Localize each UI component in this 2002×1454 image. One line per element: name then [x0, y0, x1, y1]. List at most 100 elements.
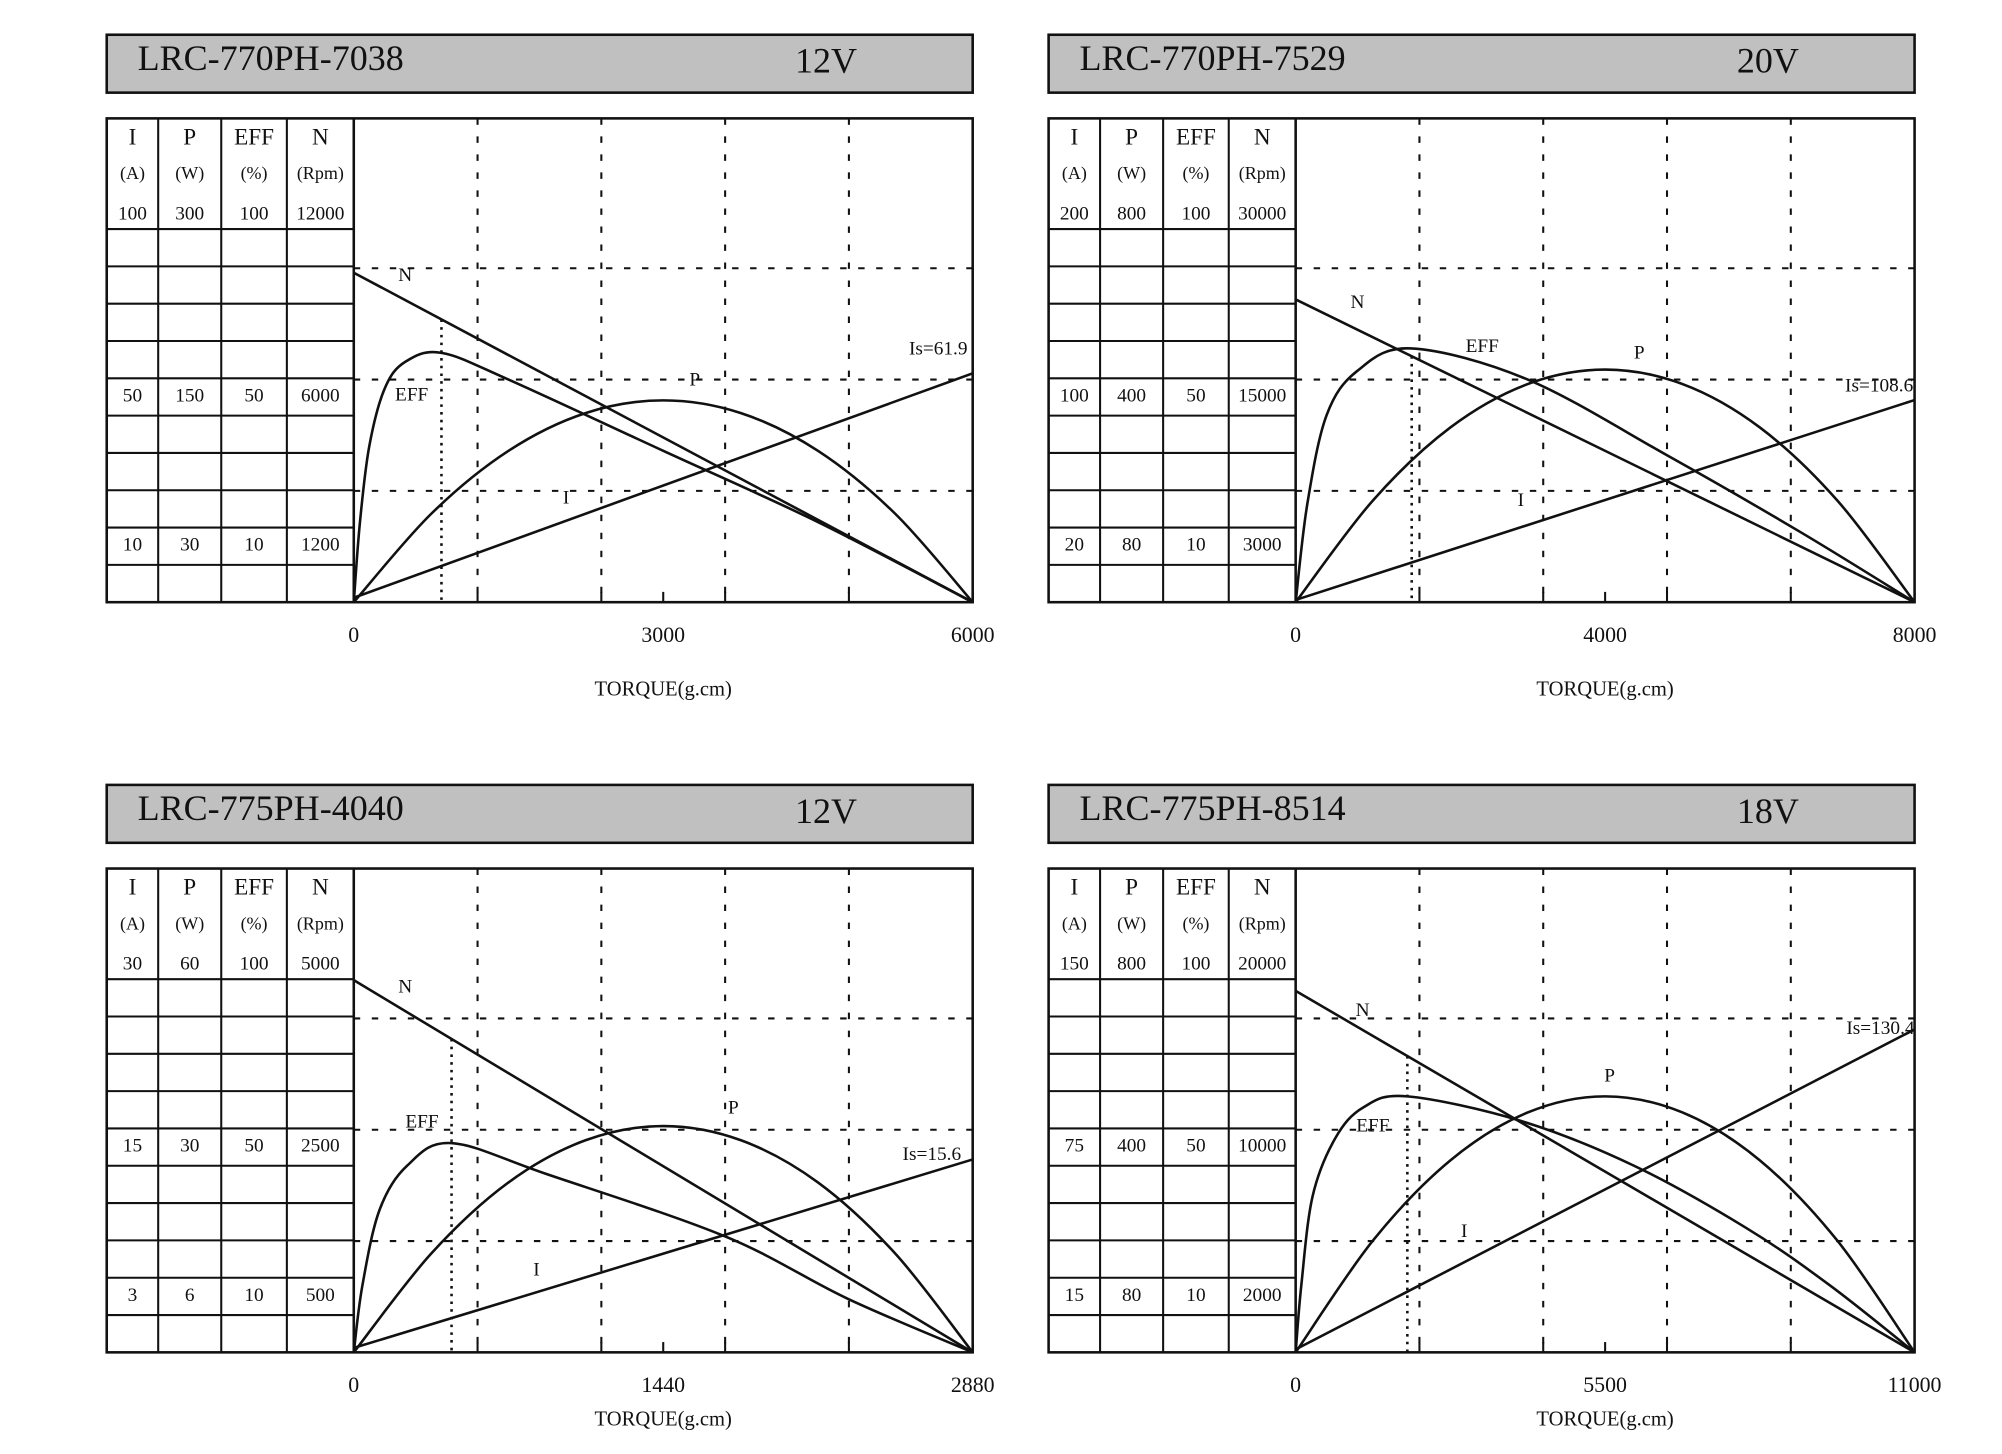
axis-unit: (Rpm)	[1239, 913, 1286, 934]
title-bar	[1047, 33, 1916, 94]
curve	[1295, 1028, 1916, 1351]
curve-label: N	[398, 265, 412, 286]
curve-label: I	[563, 488, 569, 509]
y-tick-label: 10	[1186, 1285, 1205, 1306]
y-tick-label: 10	[244, 1285, 263, 1306]
axis-unit: (A)	[120, 913, 145, 934]
y-tick-label: 100	[240, 203, 269, 224]
motor-chart: LRC-775PH-8514 18V I (A) 15 75 150 P (W) 80 400 800…	[1047, 783, 1942, 1430]
stall-current-label: Is=15.6	[903, 1144, 962, 1165]
curve-label: EFF	[1466, 336, 1500, 357]
y-tick-label: 15	[123, 1136, 142, 1157]
y-tick-label: 100	[118, 203, 147, 224]
curve	[353, 1158, 974, 1350]
y-tick-label: 80	[1122, 1285, 1141, 1306]
x-tick-label: 6000	[951, 623, 995, 647]
chart-title: LRC-770PH-7038	[138, 38, 404, 78]
y-tick-label: 30	[123, 953, 142, 974]
curve-label: P	[728, 1098, 739, 1119]
axis-name: P	[1125, 874, 1138, 900]
y-tick-label: 10	[123, 535, 142, 556]
curve-label: N	[398, 977, 412, 998]
y-tick-label: 100	[240, 953, 269, 974]
y-tick-label: 2000	[1243, 1285, 1282, 1306]
y-tick-label: 3000	[1243, 535, 1282, 556]
y-tick-label: 80	[1122, 535, 1141, 556]
curve	[352, 350, 974, 604]
stall-current-label: Is=61.9	[909, 338, 968, 359]
curve-label: P	[1634, 342, 1645, 363]
curve-label: I	[533, 1260, 539, 1281]
frame	[1047, 117, 1916, 604]
curve-label: P	[1604, 1065, 1615, 1086]
axis-name: EFF	[1176, 874, 1216, 900]
y-tick-label: 50	[1186, 1136, 1205, 1157]
axis-unit: (W)	[175, 163, 204, 184]
y-tick-label: 20	[1065, 535, 1084, 556]
motor-chart: LRC-770PH-7038 12VI(A)1050100P(W)30150300…	[105, 33, 995, 701]
y-tick-label: 100	[1181, 203, 1210, 224]
chart-title: LRC-770PH-7529	[1079, 38, 1345, 78]
y-tick-label: 150	[175, 385, 204, 406]
x-tick-label: 8000	[1893, 623, 1937, 647]
curve	[352, 1141, 974, 1354]
axis-name: P	[183, 124, 196, 150]
curve	[1294, 1094, 1916, 1354]
axis-unit: (A)	[120, 163, 145, 184]
frame	[1047, 867, 1916, 1354]
curve-label: N	[1356, 1000, 1370, 1021]
voltage: 12V	[795, 41, 857, 81]
y-tick-label: 300	[175, 203, 204, 224]
y-tick-label: 15	[1065, 1285, 1084, 1306]
axis-unit: (%)	[1182, 163, 1209, 184]
curve	[1295, 298, 1916, 604]
axis-name: N	[1254, 124, 1271, 150]
x-axis-title: TORQUE(g.cm)	[1536, 1408, 1673, 1430]
curve-label: I	[1518, 490, 1524, 511]
y-tick-label: 5000	[301, 953, 340, 974]
voltage: 20V	[1737, 41, 1799, 81]
axis-name: EFF	[1176, 124, 1216, 150]
curve	[352, 399, 974, 604]
axis-unit: (Rpm)	[1239, 163, 1286, 184]
y-tick-label: 800	[1117, 953, 1146, 974]
axis-name: N	[1254, 874, 1271, 900]
axis-name: EFF	[234, 124, 274, 150]
curve	[353, 979, 974, 1354]
axis-unit: (W)	[1117, 913, 1146, 934]
x-tick-label: 0	[348, 1373, 359, 1397]
voltage: 18V	[1737, 791, 1799, 831]
axis-name: N	[312, 124, 329, 150]
y-tick-label: 100	[1060, 385, 1089, 406]
axis-unit: (W)	[1117, 163, 1146, 184]
x-tick-label: 0	[1290, 623, 1301, 647]
axis-unit: (%)	[241, 913, 268, 934]
y-tick-label: 30000	[1238, 203, 1286, 224]
title-bar	[1047, 783, 1916, 845]
axis-unit: (A)	[1062, 163, 1087, 184]
curve-label: I	[1461, 1221, 1467, 1242]
y-tick-label: 50	[1186, 385, 1205, 406]
frame	[105, 117, 974, 604]
x-tick-label: 4000	[1583, 623, 1627, 647]
axis-name: EFF	[234, 874, 274, 900]
motor-chart: LRC-770PH-7529 20VI(A)20100200P(W)8040080…	[1047, 33, 1937, 701]
curve-label: P	[689, 369, 700, 390]
y-tick-label: 15000	[1238, 385, 1286, 406]
x-tick-label: 11000	[1888, 1373, 1942, 1397]
stall-current-label: Is=108.6	[1845, 376, 1914, 397]
y-tick-label: 1200	[301, 535, 340, 556]
x-tick-label: 5500	[1583, 1373, 1627, 1397]
y-tick-label: 6000	[301, 385, 340, 406]
axis-unit: (%)	[1182, 913, 1209, 934]
curve	[353, 372, 974, 599]
curve-label: N	[1350, 292, 1364, 313]
curve	[1294, 347, 1916, 604]
curve	[352, 1124, 974, 1354]
axis-name: I	[1070, 874, 1078, 900]
x-tick-label: 3000	[641, 623, 685, 647]
axis-unit: (%)	[241, 163, 268, 184]
frame	[105, 867, 974, 1354]
y-tick-label: 50	[244, 1136, 263, 1157]
